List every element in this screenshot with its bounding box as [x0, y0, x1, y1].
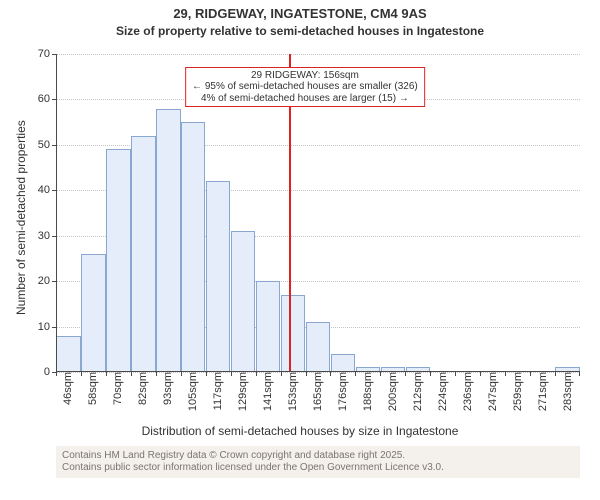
- x-tick-label: 58sqm: [87, 372, 99, 405]
- x-tick-mark: [480, 372, 481, 376]
- x-tick-label: 188sqm: [362, 372, 374, 411]
- x-tick-label: 82sqm: [137, 372, 149, 405]
- x-tick-label: 200sqm: [387, 372, 399, 411]
- x-tick-label: 165sqm: [312, 372, 324, 411]
- figure: 29, RIDGEWAY, INGATESTONE, CM4 9AS Size …: [0, 0, 600, 500]
- histogram-bar: [131, 136, 155, 372]
- x-tick-label: 224sqm: [437, 372, 449, 411]
- x-tick-mark: [530, 372, 531, 376]
- gridline: [56, 54, 580, 55]
- x-tick-mark: [430, 372, 431, 376]
- y-tick: 30: [38, 230, 56, 242]
- x-tick-label: 176sqm: [337, 372, 349, 411]
- x-tick-label: 141sqm: [262, 372, 274, 411]
- histogram-bar: [256, 281, 280, 372]
- footer-line-1: Contains HM Land Registry data © Crown c…: [62, 450, 574, 462]
- x-tick-mark: [405, 372, 406, 376]
- x-tick-mark: [181, 372, 182, 376]
- x-tick-label: 283sqm: [562, 372, 574, 411]
- x-tick-label: 247sqm: [487, 372, 499, 411]
- histogram-bar: [281, 295, 305, 372]
- histogram-bar: [81, 254, 105, 372]
- histogram-bar: [331, 354, 355, 372]
- histogram-bar: [231, 231, 255, 372]
- x-tick-mark: [455, 372, 456, 376]
- x-tick-label: 70sqm: [112, 372, 124, 405]
- histogram-bar: [306, 322, 330, 372]
- x-tick-label: 93sqm: [162, 372, 174, 405]
- x-tick-label: 117sqm: [212, 372, 224, 410]
- x-tick-mark: [231, 372, 232, 376]
- annotation-line: 29 RIDGEWAY: 156sqm: [192, 70, 418, 82]
- chart-title: 29, RIDGEWAY, INGATESTONE, CM4 9AS: [0, 6, 600, 21]
- histogram-bar: [56, 336, 80, 372]
- x-tick-mark: [81, 372, 82, 376]
- x-tick-mark: [306, 372, 307, 376]
- x-tick-label: 46sqm: [62, 372, 74, 405]
- x-tick-mark: [380, 372, 381, 376]
- footer-line-2: Contains public sector information licen…: [62, 462, 574, 474]
- x-tick-mark: [56, 372, 57, 376]
- attribution-footer: Contains HM Land Registry data © Crown c…: [56, 446, 580, 478]
- y-tick: 20: [38, 275, 56, 287]
- x-tick-mark: [330, 372, 331, 376]
- y-tick: 10: [38, 321, 56, 333]
- histogram-bar: [106, 149, 130, 372]
- x-tick-label: 129sqm: [237, 372, 249, 411]
- x-tick-label: 153sqm: [287, 372, 299, 411]
- x-tick-mark: [579, 372, 580, 376]
- x-tick-mark: [555, 372, 556, 376]
- y-tick: 60: [38, 93, 56, 105]
- y-axis-label: Number of semi-detached properties: [14, 120, 28, 315]
- y-tick: 70: [38, 48, 56, 60]
- y-tick: 40: [38, 184, 56, 196]
- histogram-bar: [206, 181, 230, 372]
- x-tick-mark: [206, 372, 207, 376]
- x-tick-label: 105sqm: [187, 372, 199, 411]
- x-tick-mark: [281, 372, 282, 376]
- x-tick-mark: [131, 372, 132, 376]
- x-tick-label: 259sqm: [512, 372, 524, 411]
- x-tick-mark: [106, 372, 107, 376]
- x-tick-mark: [156, 372, 157, 376]
- chart-subtitle: Size of property relative to semi-detach…: [0, 24, 600, 38]
- y-tick: 50: [38, 139, 56, 151]
- x-axis-label: Distribution of semi-detached houses by …: [0, 424, 600, 438]
- x-tick-mark: [505, 372, 506, 376]
- plot-area: 01020304050607046sqm58sqm70sqm82sqm93sqm…: [56, 54, 580, 372]
- annotation-box: 29 RIDGEWAY: 156sqm← 95% of semi-detache…: [185, 67, 425, 108]
- x-tick-label: 212sqm: [412, 372, 424, 411]
- x-tick-label: 271sqm: [537, 372, 549, 411]
- annotation-line: 4% of semi-detached houses are larger (1…: [192, 93, 418, 105]
- histogram-bar: [156, 109, 180, 372]
- y-tick: 0: [44, 366, 56, 378]
- histogram-bar: [181, 122, 205, 372]
- x-tick-mark: [256, 372, 257, 376]
- x-tick-label: 236sqm: [462, 372, 474, 411]
- x-tick-mark: [355, 372, 356, 376]
- annotation-line: ← 95% of semi-detached houses are smalle…: [192, 81, 418, 93]
